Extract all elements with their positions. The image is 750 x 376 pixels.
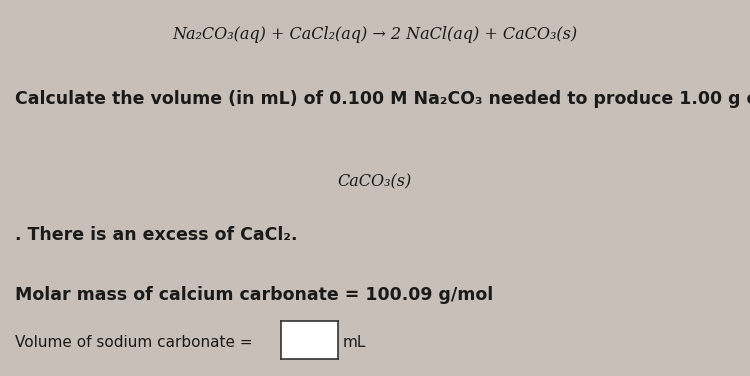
Text: Na₂CO₃(aq) + CaCl₂(aq) → 2 NaCl(aq) + CaCO₃(s): Na₂CO₃(aq) + CaCl₂(aq) → 2 NaCl(aq) + Ca… bbox=[172, 26, 578, 43]
Text: Molar mass of calcium carbonate = 100.09 g/mol: Molar mass of calcium carbonate = 100.09… bbox=[15, 286, 494, 304]
Text: Calculate the volume (in mL) of 0.100 M Na₂CO₃ needed to produce 1.00 g of: Calculate the volume (in mL) of 0.100 M … bbox=[15, 90, 750, 108]
Text: . There is an excess of CaCl₂.: . There is an excess of CaCl₂. bbox=[15, 226, 298, 244]
Text: Volume of sodium carbonate =: Volume of sodium carbonate = bbox=[15, 335, 253, 350]
Text: mL: mL bbox=[343, 335, 366, 350]
Text: CaCO₃(s): CaCO₃(s) bbox=[338, 173, 412, 190]
